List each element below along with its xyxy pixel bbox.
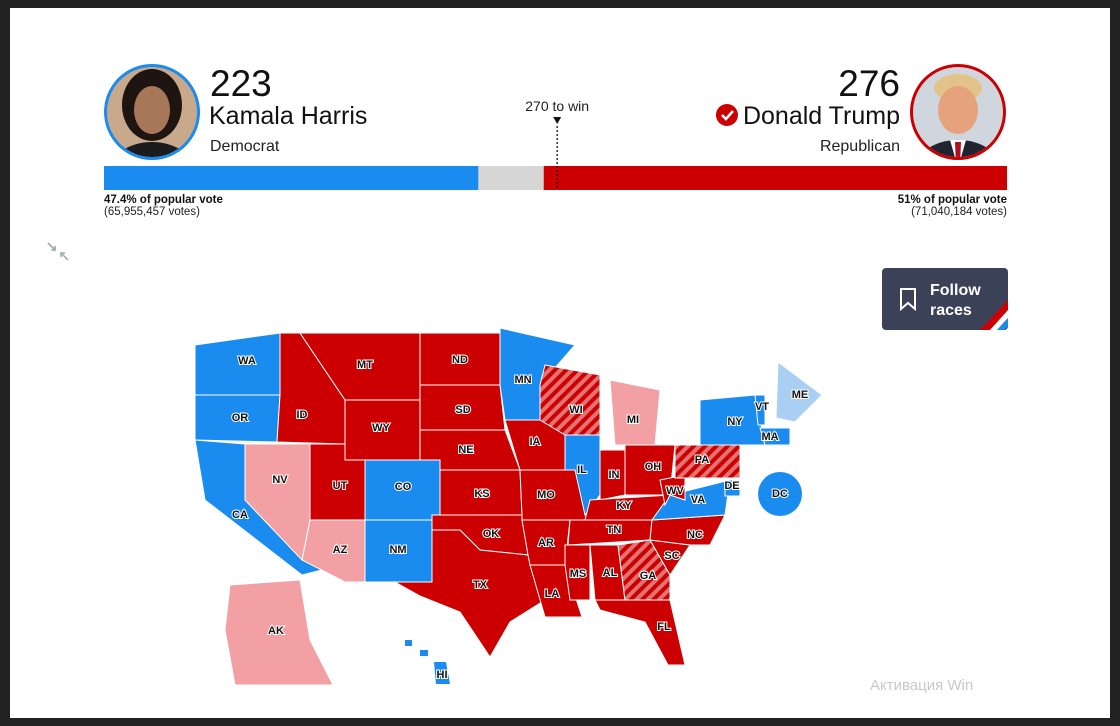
state-label: MO	[537, 489, 555, 501]
trump-party: Republican	[820, 138, 900, 155]
state-shape	[301, 519, 366, 583]
state-label: AR	[538, 537, 554, 549]
state-label: HI	[437, 669, 448, 681]
harris-popular-vote: 47.4% of popular vote	[104, 194, 223, 206]
trump-bar	[543, 166, 1007, 190]
state-label: DC	[772, 488, 788, 500]
harris-bar	[104, 166, 479, 190]
state-label: AL	[603, 567, 618, 579]
state-label: SC	[664, 550, 679, 562]
state-shape	[564, 544, 591, 601]
state-shape	[609, 379, 661, 446]
watermark: Активация Win	[870, 677, 973, 694]
hatch-overlay	[540, 365, 600, 435]
harris-party: Democrat	[210, 138, 280, 155]
state-label: IN	[609, 469, 620, 481]
trump-popular-vote: 51% of popular vote	[898, 194, 1007, 206]
state-label: UT	[333, 480, 348, 492]
state-label: GA	[640, 570, 657, 582]
state-label: KS	[474, 488, 489, 500]
state-shape	[594, 599, 686, 666]
follow-button-line[interactable]: races	[930, 302, 972, 319]
state-label: ID	[297, 409, 308, 421]
state-label: VA	[691, 494, 706, 506]
trump-votes: (71,040,184 votes)	[911, 206, 1007, 218]
state-shape	[405, 640, 450, 684]
harris-votes: (65,955,457 votes)	[104, 206, 200, 218]
state-label: NY	[727, 416, 743, 428]
state-label: IA	[530, 436, 541, 448]
state-label: KY	[616, 500, 632, 512]
collapse-icon[interactable]	[47, 242, 69, 261]
harris-name: Kamala Harris	[209, 102, 367, 130]
state-label: ME	[792, 389, 809, 401]
winner-check-icon	[715, 104, 738, 126]
state-label: AZ	[333, 544, 348, 556]
state-label: CA	[232, 509, 248, 521]
state-label: MS	[570, 568, 587, 580]
state-shape	[699, 394, 766, 446]
state-shape	[754, 394, 766, 426]
trump-avatar	[910, 64, 1006, 160]
state-label: MA	[761, 431, 778, 443]
state-label: MN	[514, 374, 531, 386]
state-shape	[224, 579, 334, 686]
state-label: DE	[724, 480, 739, 492]
win-threshold-label: 270 to win	[525, 98, 589, 114]
state-label: VT	[755, 401, 769, 413]
state-label: SD	[455, 404, 470, 416]
state-label: NM	[389, 544, 406, 556]
state-label: FL	[657, 621, 671, 633]
state-shape	[650, 479, 731, 521]
state-label: LA	[545, 588, 560, 600]
state-label: OK	[483, 528, 500, 540]
trump-electoral-votes: 276	[838, 63, 900, 104]
state-label: CO	[395, 481, 412, 493]
state-shape	[775, 361, 823, 423]
us-map: WA OR CA NV ID MT WY UT CO AZ NM ND SD NE KS OK TX MN IA MO…	[194, 327, 823, 686]
state-label: TX	[473, 579, 488, 591]
state-label: NE	[458, 444, 473, 456]
state-label: TN	[607, 524, 622, 536]
hatch-overlay	[618, 540, 670, 600]
state-label: WA	[238, 355, 256, 367]
state-shape	[724, 479, 741, 497]
state-label: ND	[452, 354, 468, 366]
state-label: WY	[372, 422, 390, 434]
state-label: MI	[627, 414, 639, 426]
state-label: WI	[569, 404, 582, 416]
state-label: WV	[666, 485, 684, 497]
state-shape	[759, 427, 791, 446]
harris-electoral-votes: 223	[210, 63, 272, 104]
state-shape	[393, 529, 546, 658]
state-label: PA	[695, 454, 710, 466]
state-shape	[564, 434, 601, 517]
win-threshold-marker	[553, 117, 562, 124]
state-label: OR	[232, 412, 249, 424]
state-shape	[758, 472, 802, 516]
follow-races-button[interactable]: Follow races	[882, 268, 1008, 330]
state-label: OH	[645, 461, 662, 473]
state-label: MT	[357, 359, 373, 371]
trump-name: Donald Trump	[743, 102, 900, 130]
state-label: NC	[687, 529, 703, 541]
hatch-overlay	[675, 445, 740, 478]
harris-avatar	[104, 64, 200, 160]
state-label: AK	[268, 625, 284, 637]
state-label: NV	[272, 474, 288, 486]
follow-button-line[interactable]: Follow	[930, 282, 981, 299]
state-label: IL	[577, 464, 587, 476]
